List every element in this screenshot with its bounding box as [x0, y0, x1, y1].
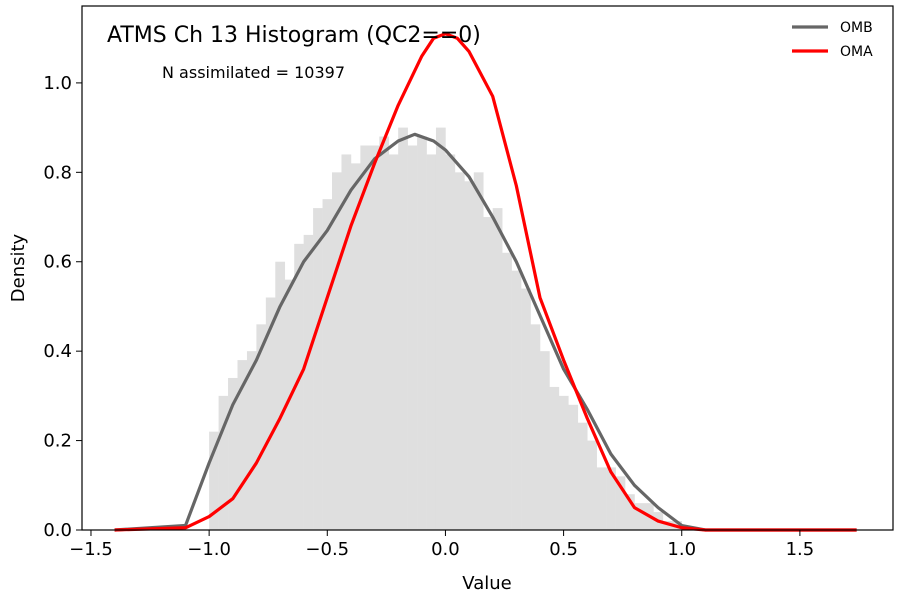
histogram-bar [341, 154, 352, 530]
chart-title: ATMS Ch 13 Histogram (QC2==0) [107, 23, 481, 48]
y-tick-label: 1.0 [43, 73, 72, 94]
y-tick-label: 0.8 [43, 162, 72, 183]
x-tick-label: 1.5 [786, 539, 815, 560]
histogram-bar [369, 145, 380, 530]
x-axis-label: Value [462, 573, 511, 594]
histogram-bar [256, 324, 267, 530]
histogram-bar [492, 208, 503, 530]
histogram-bar [511, 270, 522, 530]
histogram-bar [662, 521, 673, 530]
histogram-bar [350, 163, 361, 530]
density-line [114, 132, 857, 532]
histogram-bar [568, 404, 579, 530]
histogram-bar [615, 476, 626, 530]
histogram-bar [587, 440, 597, 530]
histogram-bar [246, 351, 257, 530]
histogram-bar [322, 199, 333, 530]
histogram-bar [606, 467, 616, 530]
histogram-bar [209, 431, 219, 530]
histogram-bar [388, 154, 399, 530]
histogram-bar [360, 145, 371, 530]
histogram-bar [426, 154, 437, 530]
histogram-bar [445, 154, 456, 530]
legend-label: OMB [840, 20, 873, 36]
annotation: N assimilated = 10397 [162, 63, 345, 82]
legend-label: OMA [840, 44, 873, 60]
histogram-bar [398, 127, 408, 530]
y-tick-label: 0.4 [43, 341, 72, 362]
x-tick-label: 1.0 [667, 539, 696, 560]
axes-frame [81, 5, 894, 531]
histogram-bar [435, 127, 446, 530]
y-tick-label: 0.6 [43, 252, 72, 273]
histogram-bar [417, 136, 427, 530]
plot-area [114, 32, 857, 532]
histogram-bar [454, 172, 465, 531]
histogram-bar [407, 145, 418, 530]
histogram-bar [284, 279, 295, 530]
histogram-bar [275, 261, 286, 530]
x-tick-label: −0.5 [305, 539, 349, 560]
histogram-bar [634, 503, 645, 530]
y-tick-label: 0.0 [43, 520, 72, 541]
histogram-bar [549, 386, 560, 530]
histogram-bar [625, 494, 635, 530]
histogram-bar [294, 243, 304, 530]
histogram-bar [577, 422, 588, 530]
y-axis-label: Density [8, 233, 29, 302]
histogram-bar [265, 297, 276, 530]
x-tick-label: 0.0 [431, 539, 460, 560]
histogram-bar [558, 395, 569, 530]
x-tick-label: −1.0 [187, 539, 231, 560]
histogram-bar [237, 360, 248, 530]
histogram-bar [473, 172, 484, 531]
histogram-bar [313, 208, 323, 530]
histogram-bar [303, 234, 314, 530]
histogram-bar [228, 377, 238, 530]
histogram-bar [332, 172, 342, 531]
histogram-bar [530, 324, 541, 530]
histogram-bar [483, 217, 493, 531]
histogram-bar [218, 395, 229, 530]
x-tick-label: −1.5 [69, 539, 113, 560]
histogram-bar [539, 351, 550, 530]
density-line [114, 32, 857, 532]
histogram-bar [596, 467, 607, 530]
histogram-bar [502, 252, 512, 530]
histogram-bar [379, 136, 390, 530]
histogram-bar [464, 181, 475, 530]
x-tick-label: 0.5 [549, 539, 578, 560]
y-tick-label: 0.2 [43, 431, 72, 452]
histogram-bar [521, 288, 531, 530]
